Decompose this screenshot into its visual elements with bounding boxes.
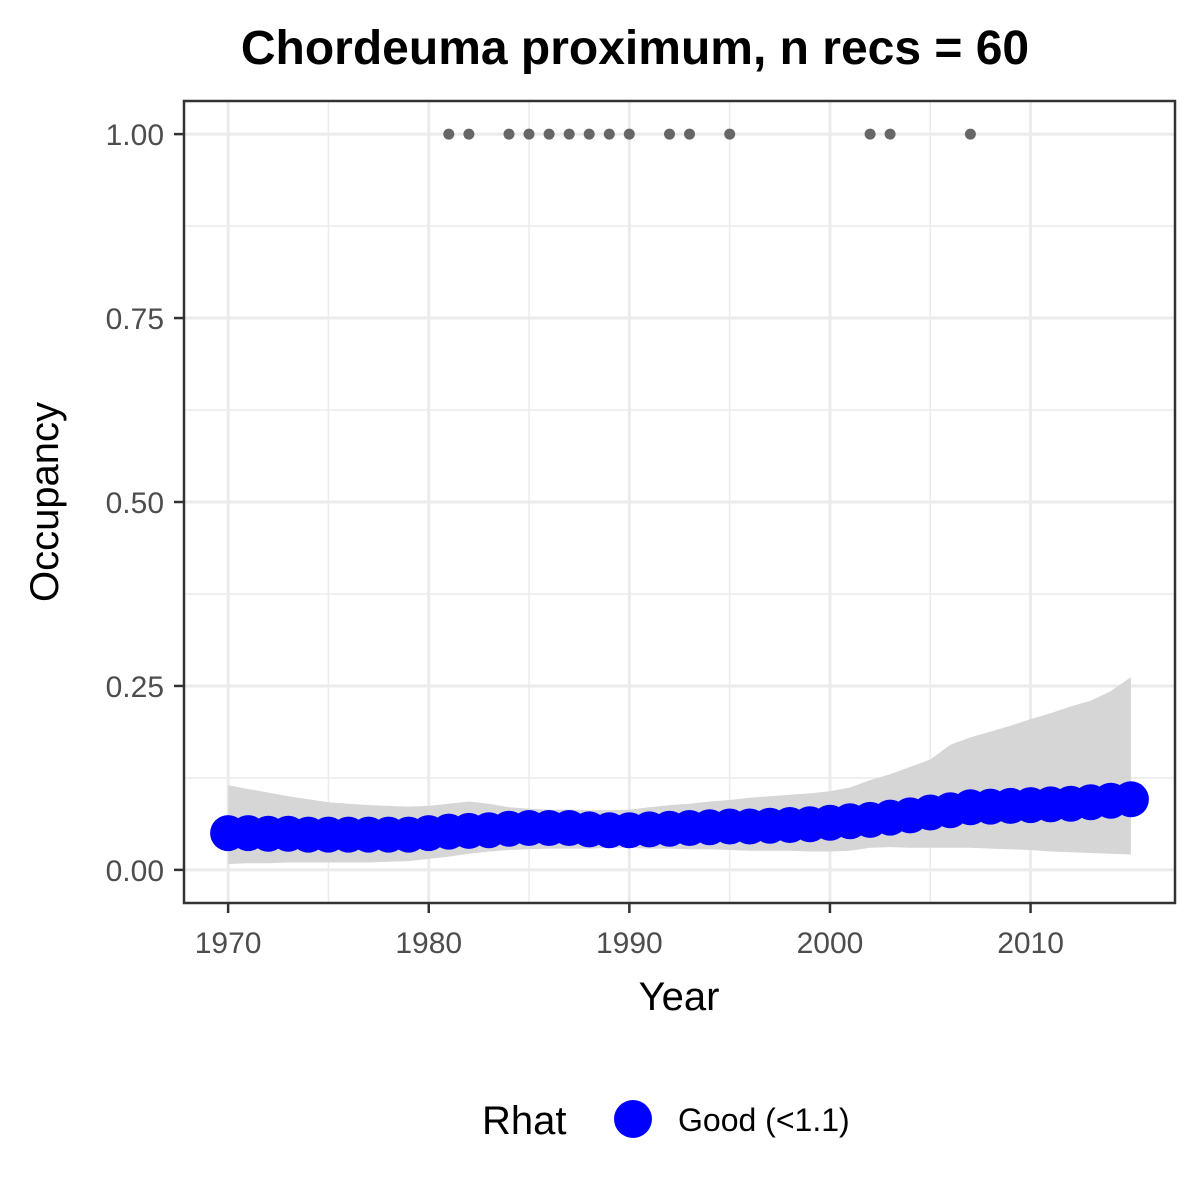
- observation-point: [864, 128, 876, 140]
- y-tick-label: 0.75: [106, 303, 164, 336]
- observation-point: [684, 128, 695, 140]
- observation-point: [884, 128, 896, 140]
- legend-label-good: Good (<1.1): [678, 1102, 850, 1138]
- x-tick-label: 1980: [395, 927, 462, 960]
- x-axis-title: Year: [639, 975, 720, 1019]
- y-tick-label: 0.50: [106, 487, 164, 520]
- observation-point: [463, 128, 475, 140]
- observation-point: [503, 128, 515, 140]
- legend: Rhat Good (<1.1): [482, 1099, 850, 1143]
- legend-title: Rhat: [482, 1099, 567, 1143]
- occupancy-point: [1112, 781, 1149, 818]
- observation-point: [724, 128, 736, 140]
- observation-point: [964, 128, 976, 140]
- observation-point: [563, 128, 575, 140]
- y-axis-title: Occupancy: [23, 402, 67, 602]
- x-tick-label: 1970: [195, 927, 262, 960]
- y-tick-label: 0.00: [106, 855, 164, 888]
- observation-point: [664, 128, 675, 140]
- x-tick-label: 1990: [596, 927, 663, 960]
- y-tick-label: 1.00: [106, 119, 164, 152]
- observation-point: [523, 128, 535, 140]
- y-tick-label: 0.25: [106, 671, 164, 704]
- observation-point: [583, 128, 595, 140]
- plot-panel: 1970 1980 1990 2000 2010 0.00 0.25 0.50 0.75 1.00: [106, 99, 1177, 960]
- x-tick-label: 2010: [997, 927, 1064, 960]
- observation-point: [443, 128, 455, 140]
- chart-title: Chordeuma proximum, n recs = 60: [241, 22, 1029, 75]
- observation-point: [543, 128, 555, 140]
- x-tick-label: 2000: [797, 927, 864, 960]
- observation-point: [603, 128, 615, 140]
- legend-key-good: [614, 1100, 652, 1138]
- observation-point: [623, 128, 635, 140]
